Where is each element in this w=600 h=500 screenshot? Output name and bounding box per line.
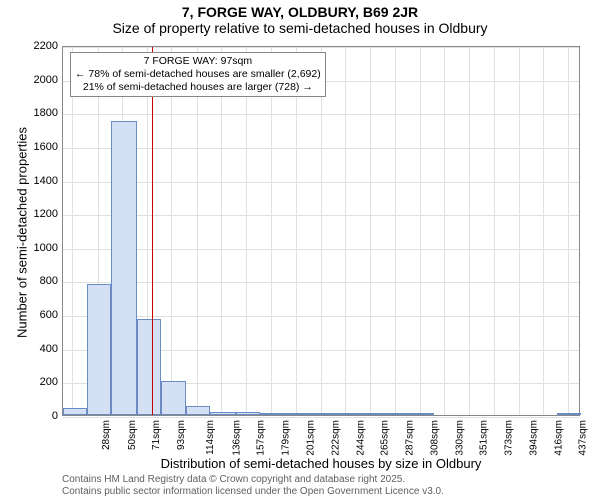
histogram-bar [309,413,334,415]
chart-subtitle: Size of property relative to semi-detach… [0,20,600,40]
gridline-v [72,47,73,415]
x-tick-label: 93sqm [176,420,187,450]
plot-frame [62,46,580,416]
gridline-v [494,47,495,415]
x-tick-label: 157sqm [255,420,266,456]
x-tick-label: 50sqm [127,420,138,450]
y-tick-label: 200 [24,376,58,388]
histogram-bar [557,413,581,415]
histogram-bar [87,284,111,415]
x-tick-label: 351sqm [479,420,490,456]
annotation-box: 7 FORGE WAY: 97sqm← 78% of semi-detached… [70,52,326,97]
footer-attribution: Contains HM Land Registry data © Crown c… [62,474,444,498]
histogram-bar [137,319,161,415]
histogram-bar [285,413,309,415]
gridline-v [469,47,470,415]
histogram-bar [260,413,285,415]
gridline-v [271,47,272,415]
gridline-v [197,47,198,415]
reference-line [152,47,154,415]
x-tick-label: 394sqm [528,420,539,456]
x-tick-label: 416sqm [553,420,564,456]
plot-area: 7 FORGE WAY: 97sqm← 78% of semi-detached… [62,46,580,416]
y-ticks: 0200400600800100012001400160018002000220… [0,46,62,416]
annotation-line: 7 FORGE WAY: 97sqm [75,55,321,68]
y-tick-label: 2000 [24,74,58,86]
x-tick-label: 179sqm [281,420,292,456]
gridline-v [444,47,445,415]
gridline-v [296,47,297,415]
chart-title: 7, FORGE WAY, OLDBURY, B69 2JR [0,0,600,20]
annotation-line: 21% of semi-detached houses are larger (… [75,81,321,94]
footer-line-1: Contains HM Land Registry data © Crown c… [62,474,444,486]
chart-container: 7, FORGE WAY, OLDBURY, B69 2JR Size of p… [0,0,600,500]
x-axis-label: Distribution of semi-detached houses by … [62,456,580,471]
gridline-v [568,47,569,415]
gridline-v [345,47,346,415]
histogram-bar [408,413,433,415]
annotation-line: ← 78% of semi-detached houses are smalle… [75,68,321,81]
x-tick-label: 373sqm [504,420,515,456]
gridline-v [519,47,520,415]
histogram-bar [186,406,210,415]
x-tick-label: 437sqm [578,420,589,456]
x-tick-label: 330sqm [454,420,465,456]
histogram-bar [210,412,235,415]
y-tick-label: 2200 [24,40,58,52]
y-tick-label: 1800 [24,107,58,119]
y-tick-label: 0 [24,410,58,422]
footer-line-2: Contains public sector information licen… [62,486,444,498]
histogram-bar [384,413,408,415]
x-tick-label: 201sqm [306,420,317,456]
x-tick-label: 136sqm [231,420,242,456]
histogram-bar [335,413,359,415]
gridline-v [171,47,172,415]
x-tick-label: 28sqm [101,420,112,450]
gridline-v [221,47,222,415]
gridline-v [370,47,371,415]
x-tick-label: 114sqm [205,420,216,455]
y-axis-label: Number of semi-detached properties [15,123,30,343]
x-tick-label: 222sqm [330,420,341,456]
histogram-bar [236,412,260,415]
histogram-bar [359,413,384,415]
gridline-v [321,47,322,415]
gridline-v [420,47,421,415]
x-tick-label: 287sqm [405,420,416,456]
x-tick-label: 308sqm [429,420,440,456]
gridline-v [395,47,396,415]
x-tick-label: 244sqm [355,420,366,456]
y-tick-label: 400 [24,343,58,355]
histogram-bar [63,408,87,415]
histogram-bar [111,121,136,415]
gridline-v [543,47,544,415]
x-tick-label: 71sqm [151,420,162,450]
histogram-bar [161,381,186,415]
x-tick-label: 265sqm [380,420,391,456]
gridline-v [246,47,247,415]
